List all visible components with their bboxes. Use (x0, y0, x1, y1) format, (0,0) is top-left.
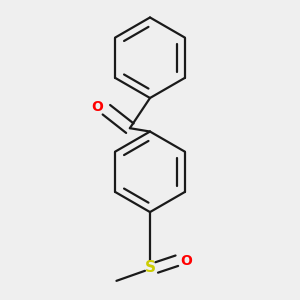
Text: O: O (91, 100, 103, 114)
Text: S: S (145, 260, 155, 275)
Text: O: O (180, 254, 192, 268)
